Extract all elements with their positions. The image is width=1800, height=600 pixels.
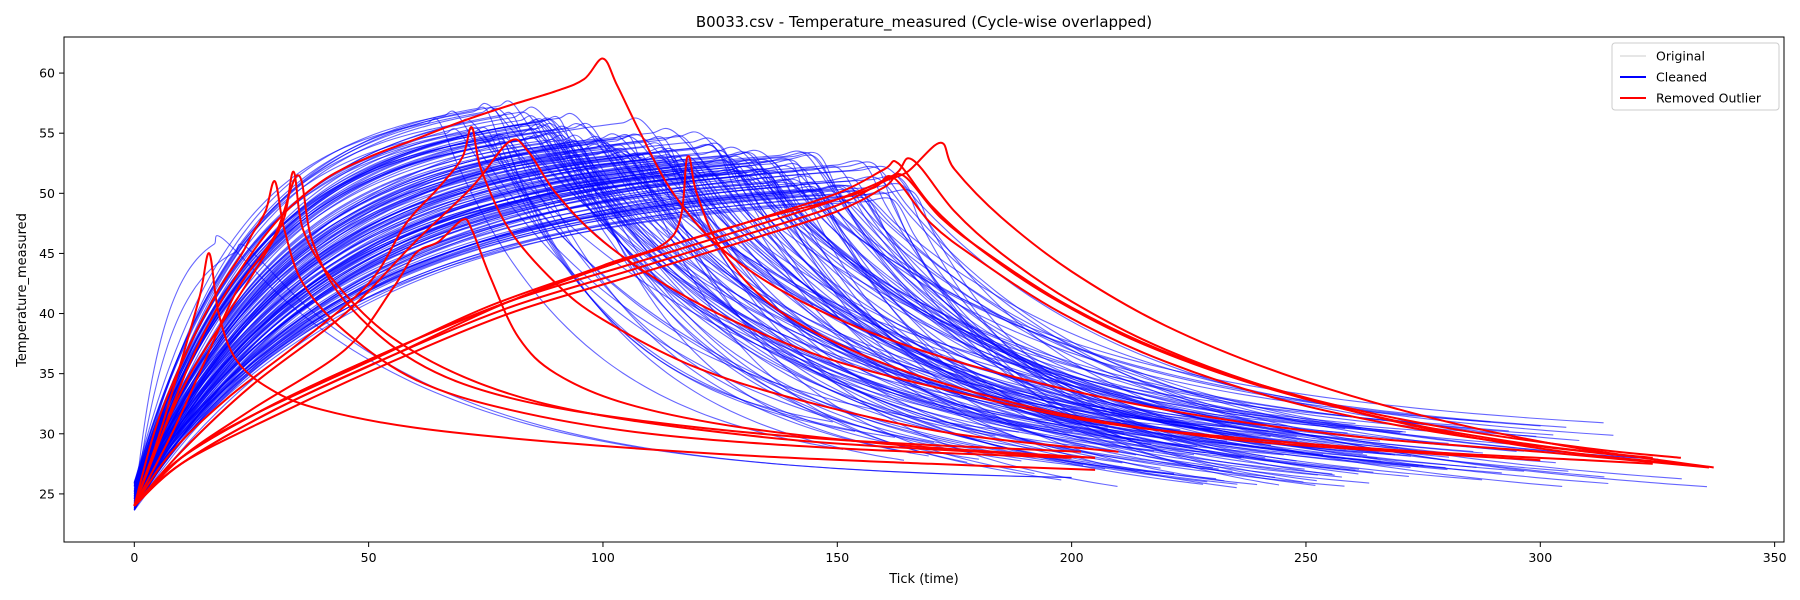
cleaned-cycle-line: [133, 134, 968, 502]
x-tick-label: 0: [130, 550, 138, 565]
x-tick-label: 250: [1294, 550, 1318, 565]
y-axis-label: Temperature_measured: [15, 213, 30, 368]
cleaned-cycle-line: [133, 161, 1280, 495]
cleaned-cycle-line: [133, 168, 1342, 483]
outlier-cycle-line: [133, 175, 1649, 507]
cleaned-cycle-line: [133, 124, 1131, 484]
cleaned-cycle-line: [133, 107, 979, 483]
outlier-cycle-line: [133, 157, 1682, 507]
y-tick-label: 35: [39, 366, 55, 381]
y-tick-label: 40: [39, 306, 55, 321]
y-tick-label: 50: [39, 186, 55, 201]
cleaned-cycle-line: [133, 178, 1478, 502]
x-tick-label: 50: [361, 550, 377, 565]
cleaned-cycle-line: [133, 134, 1258, 499]
cleaned-cycle-line: [133, 176, 1298, 492]
cleaned-cycle-line: [133, 166, 1170, 489]
x-axis: 0 50 100 150 200 250 300 350: [130, 542, 1787, 565]
cleaned-cycle-line: [133, 159, 1212, 496]
outlier-cycle-line: [133, 170, 1096, 507]
cleaned-cycle-line: [133, 151, 1233, 497]
outlier-cycle-line: [133, 155, 1541, 507]
outlier-cycle-line: [133, 174, 1082, 507]
plot-frame: [63, 36, 1785, 543]
cleaned-cycle-line: [133, 184, 1363, 496]
plot-lines: [133, 57, 1714, 511]
cleaned-cycle-line: [133, 165, 1580, 489]
legend-box: [1611, 42, 1780, 111]
x-tick-label: 150: [825, 550, 849, 565]
outlier-cycle-line: [133, 57, 1710, 507]
x-tick-label: 300: [1528, 550, 1552, 565]
cleaned-cycle-line: [133, 134, 1374, 504]
cleaned-cycle-line: [133, 168, 1449, 491]
cleaned-cycle-line: [133, 102, 1381, 506]
x-tick-label: 100: [591, 550, 615, 565]
y-tick-label: 30: [39, 426, 55, 441]
x-tick-label: 350: [1763, 550, 1787, 565]
y-tick-label: 60: [39, 66, 55, 81]
chart-title: B0033.csv - Temperature_measured (Cycle-…: [696, 13, 1152, 32]
cleaned-cycle-line: [133, 175, 1396, 492]
cleaned-cycle-line: [133, 115, 1086, 503]
cleaned-cycle-line: [133, 150, 1502, 484]
y-tick-label: 45: [39, 246, 55, 261]
cleaned-cycle-line: [133, 149, 1270, 492]
y-axis: 25 30 35 40 45 50 55 60: [39, 66, 64, 501]
cleaned-cycle-line: [133, 146, 1556, 504]
cleaned-cycle-line: [133, 163, 1276, 484]
cleaned-cycle-line: [133, 134, 1175, 486]
x-tick-label: 200: [1060, 550, 1084, 565]
x-axis-label: Tick (time): [888, 572, 958, 587]
cleaned-cycle-line: [133, 191, 1304, 495]
cleaned-cycle-line: [133, 106, 856, 487]
legend: Original Cleaned Removed Outlier: [1611, 42, 1780, 111]
cleaned-cycle-line: [133, 184, 1646, 510]
y-tick-label: 25: [39, 486, 55, 501]
cleaned-cycle-line: [133, 197, 1359, 483]
cleaned-cycle-line: [133, 144, 1161, 500]
cleaned-cycle-line: [133, 118, 844, 484]
legend-label: Removed Outlier: [1656, 91, 1762, 106]
cleaned-cycle-line: [133, 196, 1317, 511]
outlier-cycle-line: [133, 138, 1653, 507]
cleaned-cycle-line: [133, 160, 1335, 486]
cleaned-cycle-line: [133, 122, 1152, 483]
cleaned-cycle-line: [133, 243, 1072, 506]
outlier-cycle-line: [133, 218, 1096, 507]
cleaned-cycle-line: [133, 106, 1411, 485]
cleaned-cycle-line: [133, 154, 912, 496]
legend-label: Cleaned: [1656, 70, 1707, 85]
outlier-cycle-line: [133, 180, 1072, 507]
legend-label: Original: [1656, 49, 1705, 64]
y-tick-label: 55: [39, 126, 55, 141]
outlier-cycle-line: [133, 126, 1119, 507]
